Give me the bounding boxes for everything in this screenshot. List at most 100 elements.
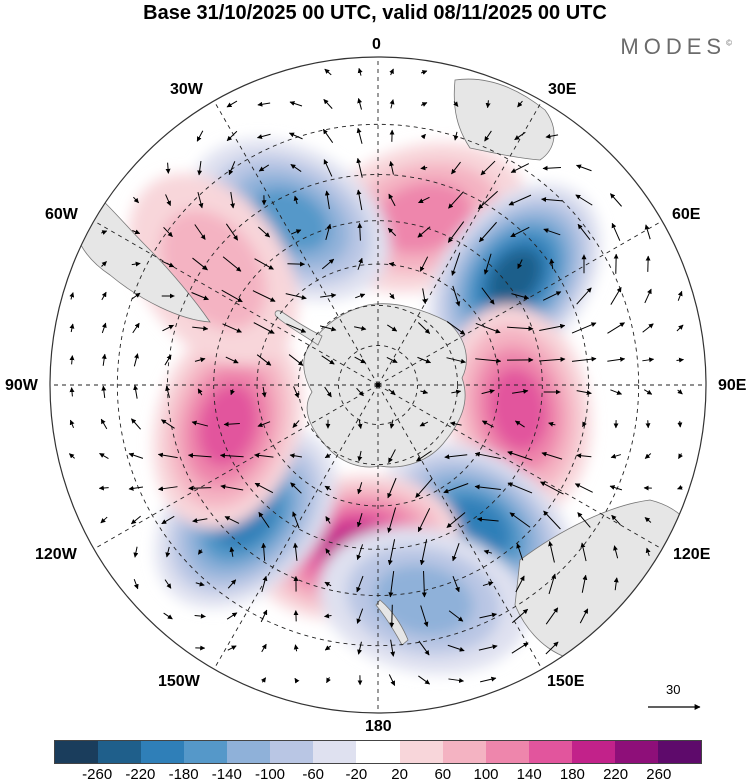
wind-arrow <box>261 542 267 561</box>
wind-arrow <box>195 581 205 587</box>
reference-vector-label: 30 <box>666 682 681 697</box>
wind-arrow <box>357 482 363 495</box>
colorbar-ticks: -260 -220 -180 -140 -100 -60 -20 20 60 100 140 180 2… <box>0 766 750 783</box>
colorbar-tick-label: -180 <box>168 766 199 783</box>
colorbar-tick-label: -140 <box>211 766 242 783</box>
wind-arrow <box>540 481 564 495</box>
wind-arrow <box>258 511 270 528</box>
wind-arrow <box>356 189 363 211</box>
wind-arrow <box>222 323 242 333</box>
wind-arrow <box>676 324 684 332</box>
wind-arrow <box>545 641 559 655</box>
wind-arrow <box>261 677 267 683</box>
wind-arrow <box>293 195 299 205</box>
wind-arrow <box>165 546 171 558</box>
wind-arrow <box>644 453 652 459</box>
wind-arrow <box>131 292 141 300</box>
wind-arrow <box>225 223 239 241</box>
colorbar-cell <box>184 741 228 763</box>
wind-arrow <box>289 101 303 107</box>
wind-arrow <box>357 257 363 270</box>
wind-arrow <box>224 516 240 524</box>
lon-label-150e: 150E <box>547 673 585 690</box>
wind-arrow <box>323 99 333 109</box>
south-pole <box>375 382 381 388</box>
wind-arrow <box>515 575 525 593</box>
wind-arrow <box>452 543 460 562</box>
wind-arrow <box>484 130 492 142</box>
wind-arrow <box>131 261 141 267</box>
wind-arrow <box>165 162 171 174</box>
lon-label-30w: 30W <box>170 81 203 98</box>
meridian <box>377 384 663 550</box>
colorbar-tick-label: -220 <box>125 766 156 783</box>
wind-arrow <box>133 579 139 590</box>
wind-arrow <box>69 419 75 428</box>
wind-arrow <box>356 387 364 397</box>
wind-arrow <box>576 390 592 396</box>
wind-arrow <box>101 322 107 334</box>
wind-arrow <box>678 453 683 459</box>
wind-arrow <box>101 230 108 235</box>
wind-arrow <box>418 640 430 656</box>
wind-arrow <box>644 224 651 240</box>
wind-arrow <box>222 256 242 272</box>
wind-arrow <box>324 68 332 76</box>
wind-arrow <box>258 164 270 172</box>
wind-vectors <box>68 67 684 686</box>
wind-arrow <box>223 421 240 427</box>
wind-arrow <box>417 356 431 364</box>
wind-arrow <box>128 452 144 459</box>
wind-arrow <box>161 260 175 268</box>
wind-arrow <box>512 388 529 394</box>
wind-arrow <box>101 353 107 366</box>
wind-arrow <box>128 485 144 491</box>
colorbar-tick-label: 180 <box>559 766 585 783</box>
wind-arrow <box>418 196 430 204</box>
lon-label-60w: 60W <box>45 206 78 223</box>
wind-arrow <box>230 389 235 396</box>
wind-arrow <box>611 514 621 526</box>
wind-arrow <box>194 357 206 363</box>
wind-arrow <box>607 356 626 362</box>
wind-arrow <box>99 452 109 460</box>
wind-arrow <box>261 575 268 592</box>
wind-arrow <box>582 421 587 428</box>
wind-arrow <box>324 386 332 398</box>
wind-arrow <box>197 160 203 176</box>
wind-arrow <box>387 477 397 499</box>
wind-arrow <box>292 511 300 529</box>
wind-arrow <box>196 130 204 142</box>
wind-arrow <box>480 160 496 176</box>
wind-arrow <box>575 194 593 206</box>
wind-arrow <box>289 453 303 459</box>
wind-arrow <box>356 157 363 178</box>
wind-arrow <box>516 543 524 561</box>
wind-arrow <box>290 164 302 172</box>
wind-arrow <box>548 421 556 427</box>
wind-arrow <box>325 516 331 524</box>
wind-arrow <box>446 321 466 335</box>
wind-arrow <box>676 357 684 363</box>
lon-label-120w: 120W <box>35 546 77 563</box>
lon-label-180: 180 <box>365 718 392 735</box>
wind-arrow <box>389 292 395 300</box>
wind-arrow <box>356 575 364 593</box>
wind-arrow <box>290 482 302 494</box>
wind-arrow <box>677 420 683 428</box>
wind-arrow <box>324 645 332 651</box>
anomaly-contour-ridge-90e <box>488 368 548 452</box>
wind-arrow <box>476 516 499 522</box>
wind-arrow <box>356 127 363 144</box>
wind-arrow <box>475 358 502 364</box>
wind-arrow <box>446 357 466 364</box>
colorbar-tick-label: -260 <box>82 766 113 783</box>
wind-arrow <box>642 357 655 363</box>
reference-vector-arrow <box>648 704 701 710</box>
wind-arrow <box>288 354 304 366</box>
wind-arrow <box>448 191 464 209</box>
wind-arrow <box>449 421 462 427</box>
wind-arrow <box>320 293 337 299</box>
wind-arrow <box>254 452 274 458</box>
wind-arrow <box>420 165 428 171</box>
